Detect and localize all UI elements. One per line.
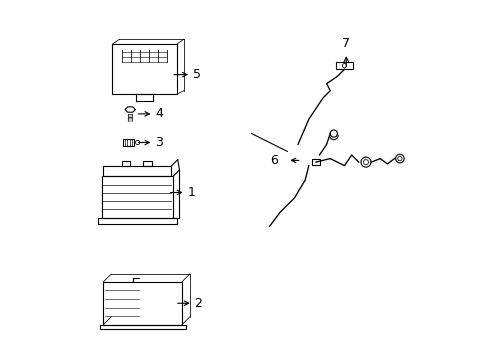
Text: 3: 3 — [155, 136, 163, 149]
Text: 7: 7 — [342, 37, 349, 50]
Text: 1: 1 — [187, 186, 195, 199]
Text: 6: 6 — [270, 154, 278, 167]
Text: 4: 4 — [155, 107, 163, 120]
Text: 2: 2 — [194, 297, 202, 310]
Text: 5: 5 — [192, 68, 200, 81]
